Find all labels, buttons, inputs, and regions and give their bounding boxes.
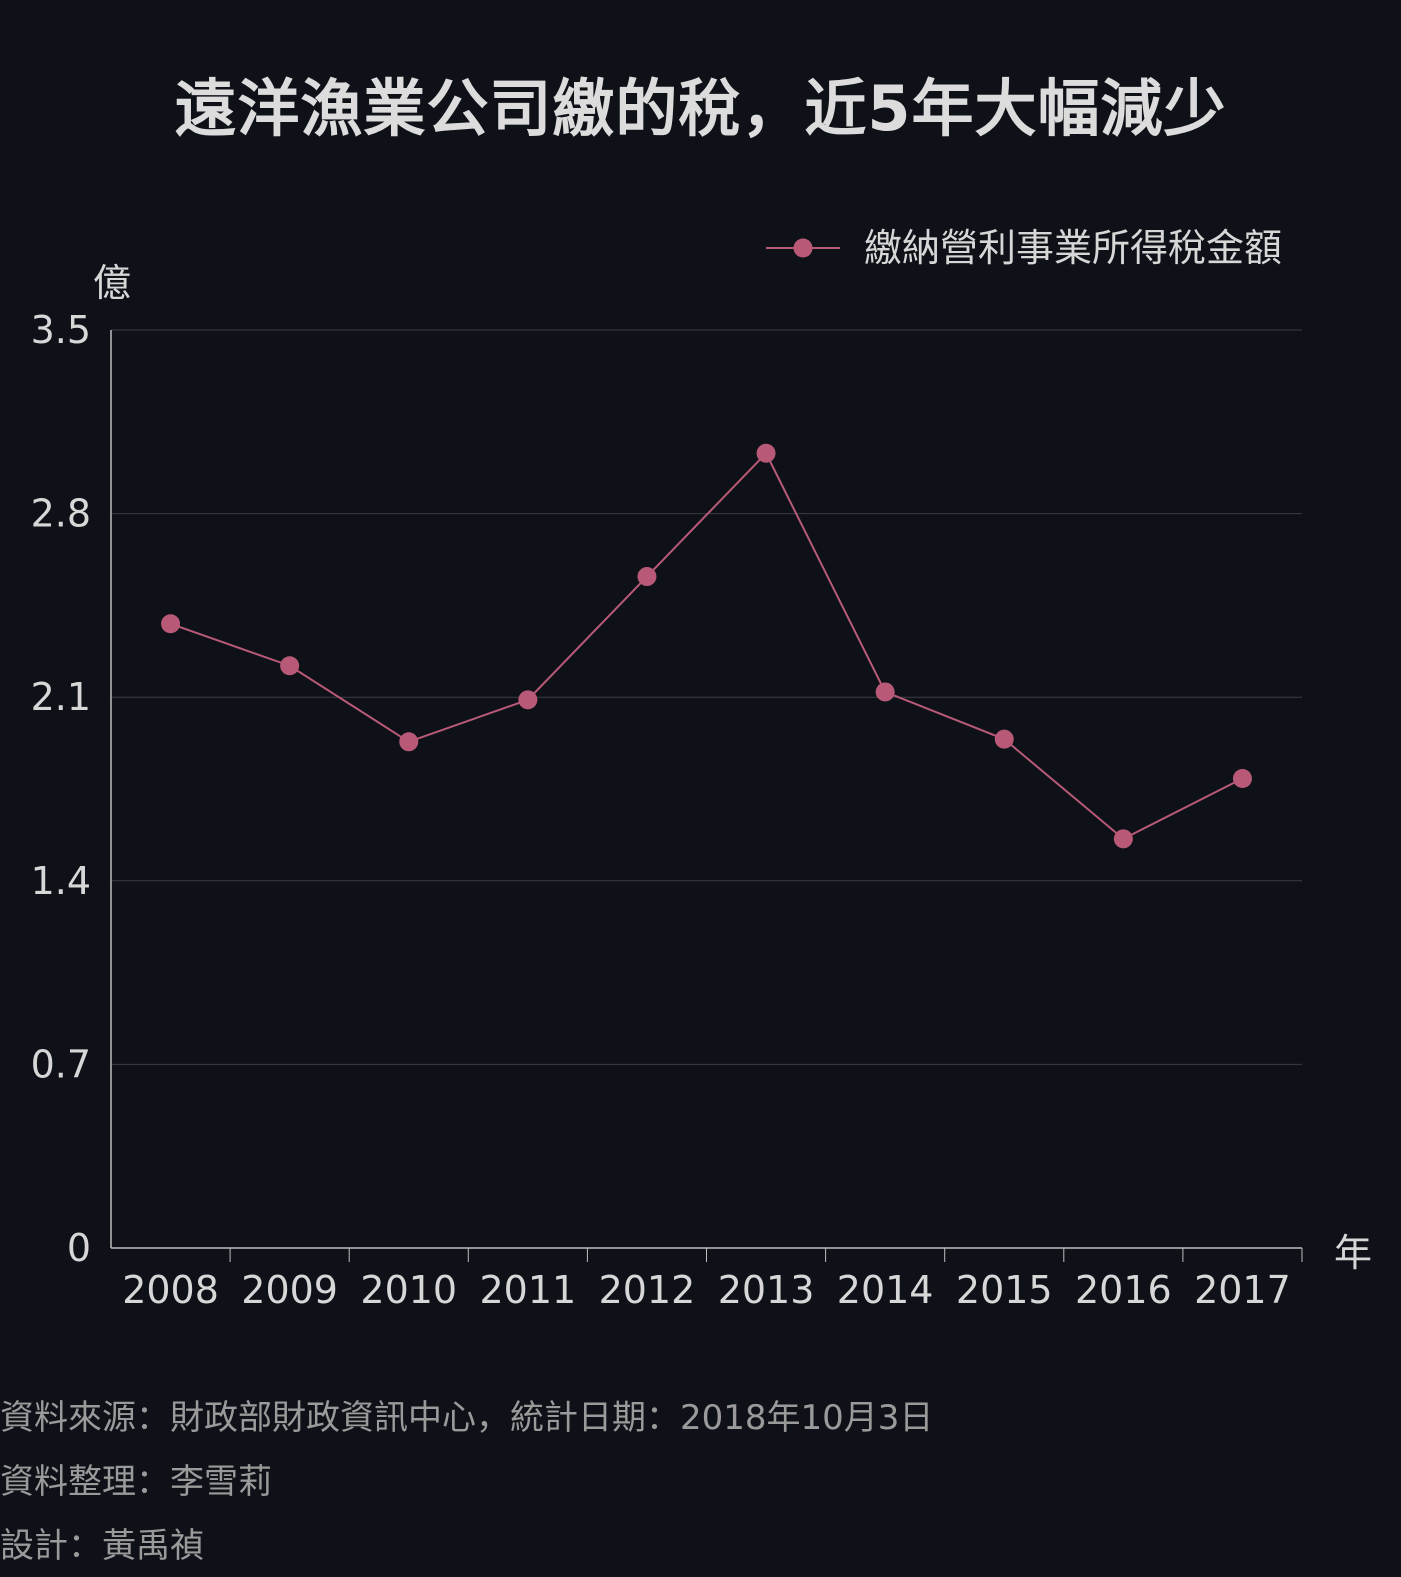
data-point <box>1232 769 1252 789</box>
x-axis-label: 年 <box>1334 1231 1372 1275</box>
y-tick-label: 3.5 <box>31 308 91 352</box>
x-tick-label: 2011 <box>479 1268 576 1312</box>
line-chart: 0 0.7 1.4 2.1 2.8 3.5 2008 2009 2010 2011 2012 201… <box>31 226 1372 1312</box>
x-tick-label: 2012 <box>599 1268 696 1312</box>
data-point <box>161 614 181 634</box>
data-point <box>875 682 895 702</box>
data-point <box>1113 829 1133 849</box>
data-point <box>399 732 419 752</box>
axes <box>110 330 1303 1262</box>
x-tick-label: 2017 <box>1194 1268 1291 1312</box>
series-line <box>170 451 1243 841</box>
data-point <box>518 690 538 710</box>
x-tick-label: 2010 <box>360 1268 457 1312</box>
source-note: 資料來源：財政部財政資訊中心，統計日期：2018年10月3日 <box>0 1398 934 1438</box>
x-tick-label: 2016 <box>1075 1268 1172 1312</box>
data-point <box>994 729 1014 749</box>
y-tick-labels: 0 0.7 1.4 2.1 2.8 3.5 <box>31 308 91 1270</box>
data-point <box>280 656 300 676</box>
legend-label: 繳納營利事業所得稅金額 <box>864 226 1282 270</box>
x-tick-label: 2015 <box>956 1268 1053 1312</box>
y-axis-label: 億 <box>93 261 131 305</box>
designer-note: 設計：黃禹禎 <box>0 1526 204 1566</box>
grid-lines <box>111 329 1302 1065</box>
x-tick-label: 2013 <box>718 1268 815 1312</box>
legend: 繳納營利事業所得稅金額 <box>766 226 1282 270</box>
y-tick-label: 2.1 <box>31 675 91 719</box>
x-tick-label: 2014 <box>837 1268 934 1312</box>
x-tick-labels: 2008 2009 2010 2011 2012 2013 2014 2015 2016 2017 <box>122 1268 1291 1312</box>
data-point <box>637 567 657 587</box>
compiler-note: 資料整理：李雪莉 <box>0 1462 272 1502</box>
y-tick-label: 2.8 <box>31 492 91 536</box>
legend-marker <box>793 238 813 258</box>
y-tick-label: 1.4 <box>31 859 91 903</box>
series-layer <box>161 443 1252 849</box>
chart-title: 遠洋漁業公司繳的稅，近5年大幅減少 <box>174 72 1227 145</box>
y-tick-label: 0 <box>67 1226 91 1270</box>
data-point <box>756 443 776 463</box>
x-tick-label: 2008 <box>122 1268 219 1312</box>
y-tick-label: 0.7 <box>31 1042 91 1086</box>
x-tick-label: 2009 <box>241 1268 338 1312</box>
